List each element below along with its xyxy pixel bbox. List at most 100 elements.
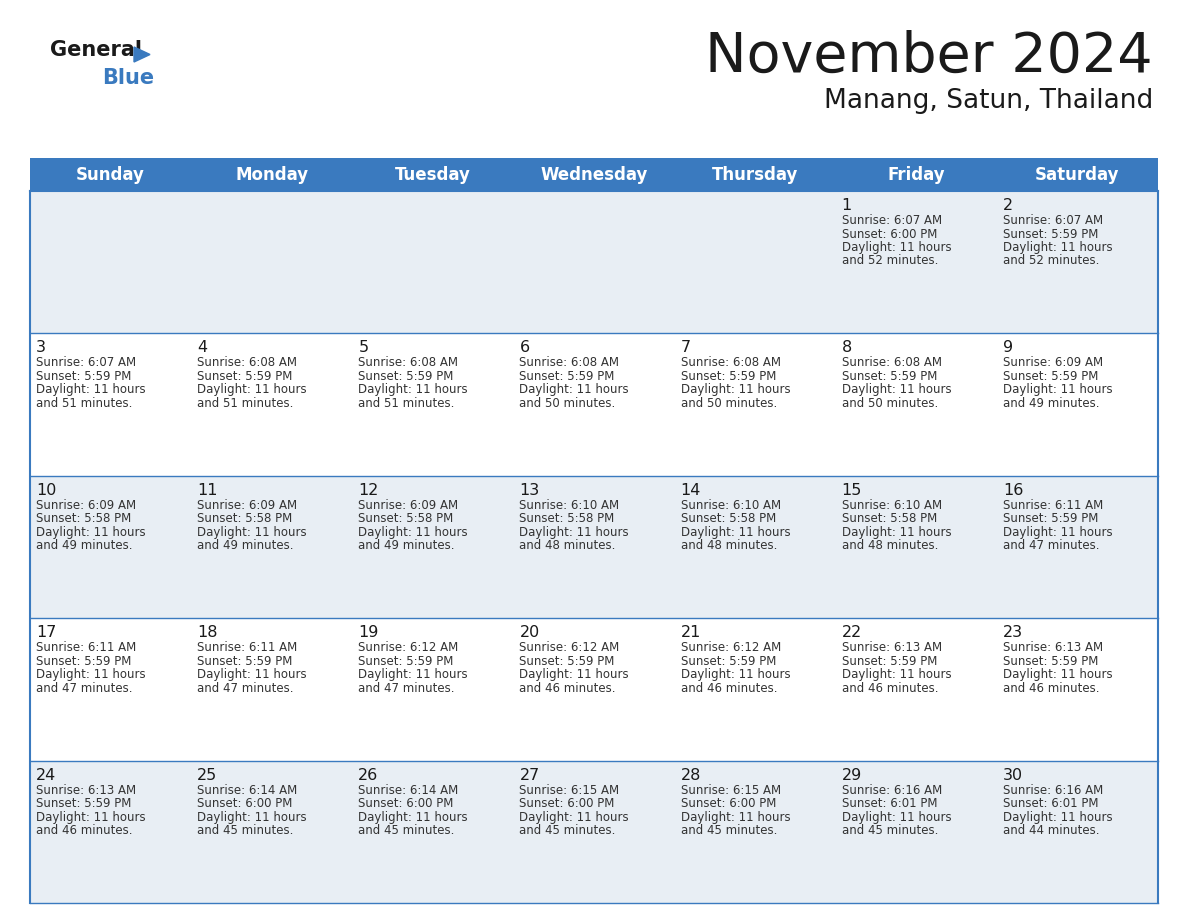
Text: Daylight: 11 hours: Daylight: 11 hours	[197, 384, 307, 397]
Text: Sunrise: 6:07 AM: Sunrise: 6:07 AM	[842, 214, 942, 227]
Text: Daylight: 11 hours: Daylight: 11 hours	[519, 811, 630, 823]
Text: Daylight: 11 hours: Daylight: 11 hours	[519, 668, 630, 681]
Text: 10: 10	[36, 483, 56, 498]
Text: 24: 24	[36, 767, 56, 783]
Text: and 45 minutes.: and 45 minutes.	[197, 824, 293, 837]
Text: Sunrise: 6:14 AM: Sunrise: 6:14 AM	[359, 784, 459, 797]
Text: and 47 minutes.: and 47 minutes.	[359, 682, 455, 695]
Text: Sunrise: 6:08 AM: Sunrise: 6:08 AM	[197, 356, 297, 369]
Text: and 48 minutes.: and 48 minutes.	[681, 539, 777, 553]
Text: and 50 minutes.: and 50 minutes.	[681, 397, 777, 410]
Bar	[835, 618, 997, 761]
Text: 1: 1	[842, 198, 852, 213]
Bar	[191, 761, 353, 903]
Text: Daylight: 11 hours: Daylight: 11 hours	[36, 384, 146, 397]
Text: Sunrise: 6:08 AM: Sunrise: 6:08 AM	[842, 356, 942, 369]
Bar	[513, 761, 675, 903]
Bar	[835, 191, 997, 333]
Text: Sunset: 6:01 PM: Sunset: 6:01 PM	[842, 797, 937, 810]
Bar	[191, 333, 353, 476]
Bar	[30, 761, 191, 903]
Text: Sunrise: 6:12 AM: Sunrise: 6:12 AM	[359, 641, 459, 655]
Bar	[30, 191, 191, 333]
Text: and 46 minutes.: and 46 minutes.	[519, 682, 615, 695]
Text: 12: 12	[359, 483, 379, 498]
Bar	[513, 618, 675, 761]
Text: Sunrise: 6:07 AM: Sunrise: 6:07 AM	[36, 356, 137, 369]
Text: 13: 13	[519, 483, 539, 498]
Bar	[675, 191, 835, 333]
Text: 2: 2	[1003, 198, 1013, 213]
Bar	[835, 333, 997, 476]
Text: Daylight: 11 hours: Daylight: 11 hours	[842, 241, 952, 254]
Text: Daylight: 11 hours: Daylight: 11 hours	[681, 526, 790, 539]
Bar	[191, 618, 353, 761]
Bar	[353, 476, 513, 618]
Text: Sunset: 6:00 PM: Sunset: 6:00 PM	[519, 797, 615, 810]
Bar	[191, 476, 353, 618]
Text: Sunrise: 6:09 AM: Sunrise: 6:09 AM	[197, 498, 297, 512]
Text: 27: 27	[519, 767, 539, 783]
Text: and 45 minutes.: and 45 minutes.	[842, 824, 939, 837]
Text: and 46 minutes.: and 46 minutes.	[681, 682, 777, 695]
Text: 4: 4	[197, 341, 207, 355]
Text: Daylight: 11 hours: Daylight: 11 hours	[1003, 241, 1112, 254]
Text: 7: 7	[681, 341, 690, 355]
Text: Daylight: 11 hours: Daylight: 11 hours	[197, 526, 307, 539]
Text: Sunday: Sunday	[76, 165, 145, 184]
Text: and 47 minutes.: and 47 minutes.	[36, 682, 133, 695]
Text: 11: 11	[197, 483, 217, 498]
Text: and 44 minutes.: and 44 minutes.	[1003, 824, 1099, 837]
Text: Friday: Friday	[887, 165, 946, 184]
Bar	[30, 618, 191, 761]
Text: Daylight: 11 hours: Daylight: 11 hours	[519, 384, 630, 397]
Bar	[997, 476, 1158, 618]
Text: and 49 minutes.: and 49 minutes.	[36, 539, 133, 553]
Text: Sunrise: 6:11 AM: Sunrise: 6:11 AM	[197, 641, 297, 655]
Bar	[513, 191, 675, 333]
Text: Sunrise: 6:13 AM: Sunrise: 6:13 AM	[842, 641, 942, 655]
Text: 9: 9	[1003, 341, 1013, 355]
Text: Sunset: 5:58 PM: Sunset: 5:58 PM	[681, 512, 776, 525]
Text: Sunrise: 6:16 AM: Sunrise: 6:16 AM	[1003, 784, 1104, 797]
Text: Sunset: 5:59 PM: Sunset: 5:59 PM	[842, 655, 937, 667]
Bar	[675, 476, 835, 618]
Text: Daylight: 11 hours: Daylight: 11 hours	[1003, 811, 1112, 823]
Text: Sunset: 5:59 PM: Sunset: 5:59 PM	[1003, 655, 1098, 667]
Text: Sunset: 5:58 PM: Sunset: 5:58 PM	[36, 512, 131, 525]
Bar	[997, 191, 1158, 333]
Text: and 46 minutes.: and 46 minutes.	[1003, 682, 1099, 695]
Text: 15: 15	[842, 483, 862, 498]
Text: 29: 29	[842, 767, 862, 783]
Text: Daylight: 11 hours: Daylight: 11 hours	[1003, 526, 1112, 539]
Text: Sunset: 5:59 PM: Sunset: 5:59 PM	[1003, 370, 1098, 383]
Text: Daylight: 11 hours: Daylight: 11 hours	[197, 811, 307, 823]
Text: 3: 3	[36, 341, 46, 355]
Text: and 48 minutes.: and 48 minutes.	[519, 539, 615, 553]
Text: Sunrise: 6:08 AM: Sunrise: 6:08 AM	[519, 356, 619, 369]
Text: 14: 14	[681, 483, 701, 498]
Text: Sunrise: 6:15 AM: Sunrise: 6:15 AM	[681, 784, 781, 797]
Text: Daylight: 11 hours: Daylight: 11 hours	[681, 668, 790, 681]
Text: Sunrise: 6:12 AM: Sunrise: 6:12 AM	[519, 641, 620, 655]
Bar	[191, 191, 353, 333]
Text: and 46 minutes.: and 46 minutes.	[842, 682, 939, 695]
Text: and 48 minutes.: and 48 minutes.	[842, 539, 939, 553]
Text: Sunset: 5:59 PM: Sunset: 5:59 PM	[519, 370, 615, 383]
Text: 17: 17	[36, 625, 56, 640]
Text: Sunrise: 6:10 AM: Sunrise: 6:10 AM	[519, 498, 620, 512]
Text: Sunset: 5:59 PM: Sunset: 5:59 PM	[197, 370, 292, 383]
Bar	[997, 618, 1158, 761]
Text: Sunset: 5:58 PM: Sunset: 5:58 PM	[197, 512, 292, 525]
Bar	[353, 333, 513, 476]
Text: and 45 minutes.: and 45 minutes.	[519, 824, 615, 837]
Text: Daylight: 11 hours: Daylight: 11 hours	[842, 668, 952, 681]
Polygon shape	[134, 47, 150, 62]
Text: 19: 19	[359, 625, 379, 640]
Text: Sunset: 6:00 PM: Sunset: 6:00 PM	[197, 797, 292, 810]
Text: Sunrise: 6:09 AM: Sunrise: 6:09 AM	[36, 498, 137, 512]
Text: 23: 23	[1003, 625, 1023, 640]
Text: and 52 minutes.: and 52 minutes.	[842, 254, 939, 267]
Text: Sunrise: 6:08 AM: Sunrise: 6:08 AM	[359, 356, 459, 369]
Text: Daylight: 11 hours: Daylight: 11 hours	[359, 668, 468, 681]
